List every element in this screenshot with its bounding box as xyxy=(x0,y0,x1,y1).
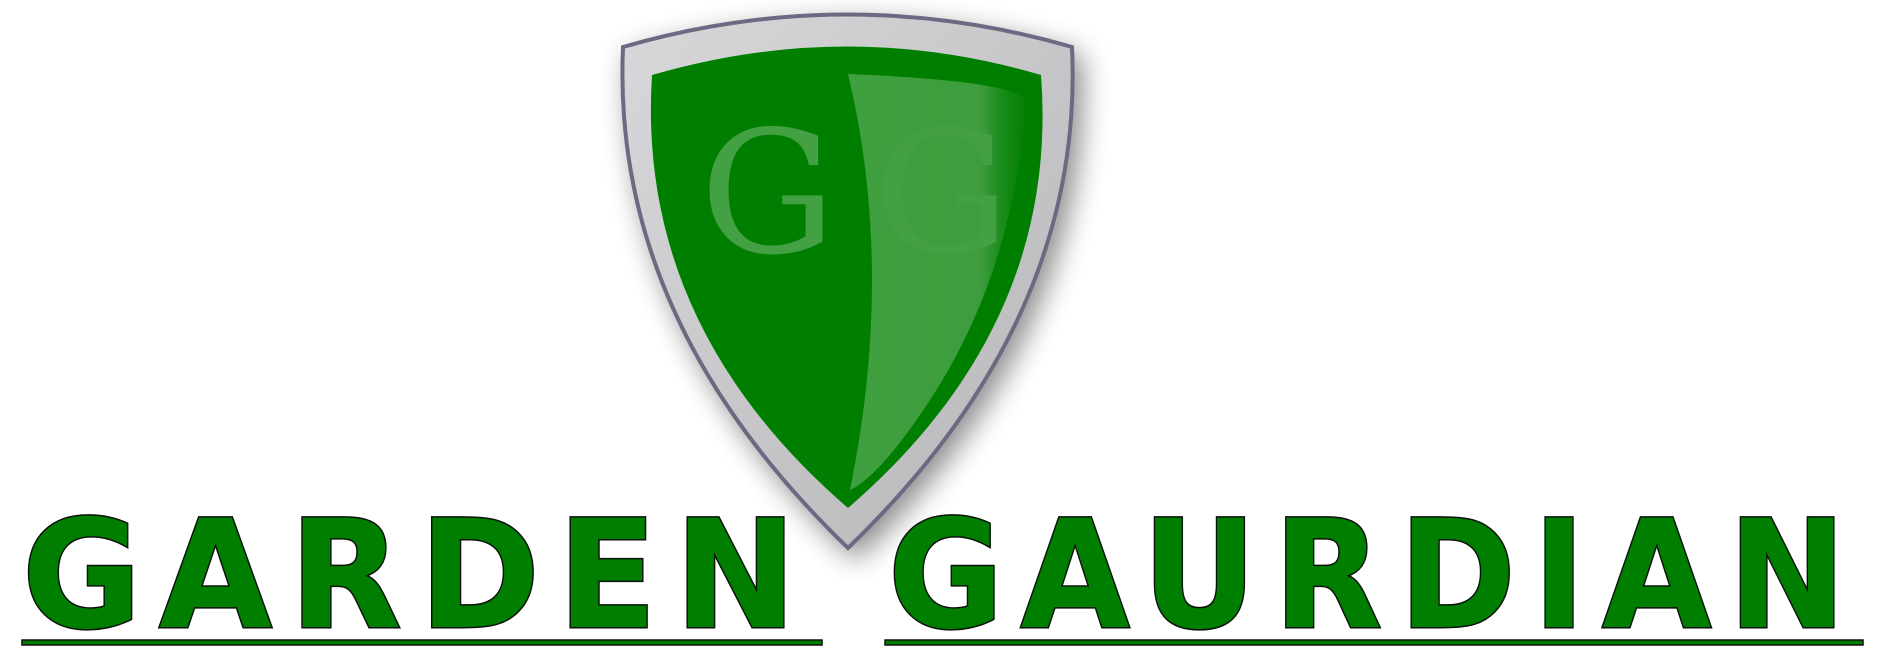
monogram-letter-1: G xyxy=(700,95,836,293)
monogram-letter-2: G xyxy=(874,95,1010,293)
shield-icon: G G xyxy=(620,12,1075,551)
underline-left xyxy=(21,639,823,646)
shield-gloss-highlight xyxy=(848,74,1026,490)
wordmark-gaurdian: GAURDIAN xyxy=(888,489,1863,663)
underline-right xyxy=(884,639,1864,646)
wordmark-garden: GARDEN xyxy=(22,489,814,663)
